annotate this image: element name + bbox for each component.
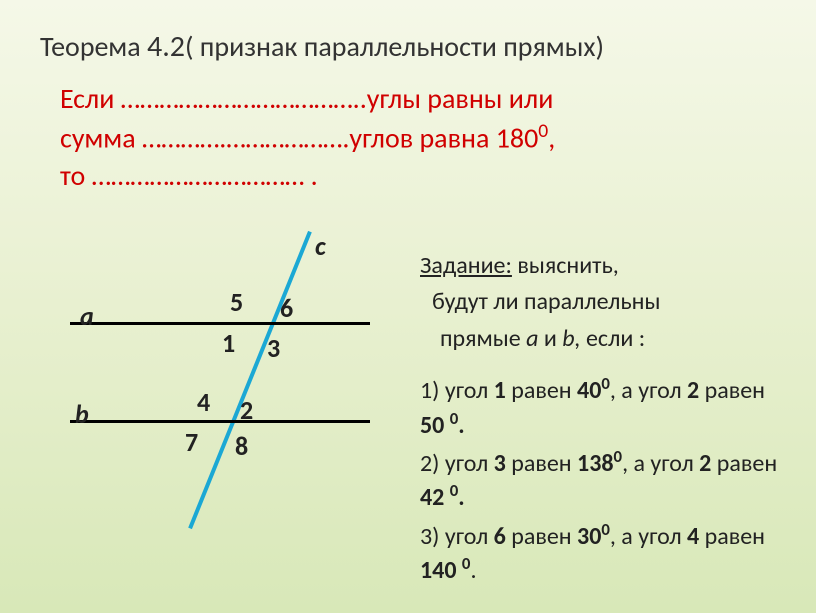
item2-d: 138 xyxy=(577,449,614,478)
item2-f: 2 xyxy=(699,449,711,478)
item3-f: 4 xyxy=(687,522,699,551)
geometry-diagram: a b c 1 2 3 4 5 6 7 8 xyxy=(30,230,390,570)
angle-6: 6 xyxy=(280,292,293,324)
theorem-line2a: сумма ………….……………….углов равна 180 xyxy=(60,120,538,155)
task-intro3b: a xyxy=(526,324,538,353)
angle-5: 5 xyxy=(230,286,243,318)
item3-d: 30 xyxy=(577,522,601,551)
page-title: Теорема 4.2( признак параллельности прям… xyxy=(40,28,604,65)
item2-a: 2) угол xyxy=(420,449,494,478)
label-b: b xyxy=(75,398,89,430)
title-number: 4.2 xyxy=(147,28,185,65)
item3-i: . xyxy=(470,556,476,585)
item1-g: равен xyxy=(699,376,765,405)
angle-1: 1 xyxy=(222,327,235,359)
angle-7: 7 xyxy=(185,426,198,458)
item1-deg2: 0 xyxy=(450,408,459,429)
item1-h: 50 xyxy=(420,411,450,440)
line-c xyxy=(188,231,312,529)
task-title: Задание: xyxy=(420,251,512,280)
item2-h: 42 xyxy=(420,483,450,512)
line-a xyxy=(70,322,370,325)
item1-i: . xyxy=(458,411,464,440)
theorem-text: Если ………………………………..углы равны или сумма … xyxy=(60,80,776,195)
item3-h: 140 xyxy=(420,556,462,585)
item2-e: , а угол xyxy=(622,449,699,478)
title-prefix: Теорема xyxy=(40,29,147,64)
item1-deg1: 0 xyxy=(601,373,610,394)
line-b xyxy=(70,420,370,423)
item3-g: равен xyxy=(699,522,765,551)
label-c: c xyxy=(315,230,326,262)
item2-deg2: 0 xyxy=(450,480,459,501)
item2-b: 3 xyxy=(494,449,506,478)
task-block: Задание: выяснить, будут ли параллельны … xyxy=(420,250,786,592)
task-intro3c: и xyxy=(538,324,562,353)
item1-b: 1 xyxy=(494,376,506,405)
task-intro1: выяснить, xyxy=(512,251,619,280)
angle-4: 4 xyxy=(197,386,210,418)
item2-g: равен xyxy=(711,449,777,478)
task-intro2: будут ли параллельны xyxy=(432,287,660,316)
item3-e: , а угол xyxy=(610,522,687,551)
angle-3: 3 xyxy=(267,332,280,364)
item1-d: 40 xyxy=(577,376,601,405)
title-suffix: ( признак параллельности прямых) xyxy=(185,29,604,64)
item3-deg1: 0 xyxy=(601,519,610,540)
item1-c: равен xyxy=(506,376,577,405)
label-a: a xyxy=(80,300,94,332)
task-intro3d: b, xyxy=(562,324,580,353)
degree-symbol: 0 xyxy=(538,119,548,143)
angle-8: 8 xyxy=(235,430,248,462)
theorem-line1: Если ………………………………..углы равны или xyxy=(60,81,553,116)
task-intro3a: прямые xyxy=(440,324,526,353)
item1-a: 1) угол xyxy=(420,376,494,405)
item1-f: 2 xyxy=(687,376,699,405)
theorem-line3: то …………………………… . xyxy=(60,158,318,193)
theorem-line2b: , xyxy=(548,120,555,155)
item2-deg1: 0 xyxy=(614,446,623,467)
item3-c: равен xyxy=(506,522,577,551)
item2-c: равен xyxy=(506,449,577,478)
item3-b: 6 xyxy=(494,522,506,551)
item1-e: , а угол xyxy=(610,376,687,405)
task-intro3e: если : xyxy=(581,324,646,353)
item3-a: 3) угол xyxy=(420,522,494,551)
item2-i: . xyxy=(458,483,464,512)
angle-2: 2 xyxy=(240,394,253,426)
